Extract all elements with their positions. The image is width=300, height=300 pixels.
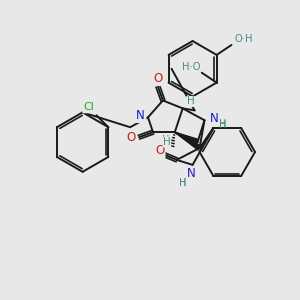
Text: H: H xyxy=(179,178,186,188)
Text: H: H xyxy=(219,120,226,130)
Text: N: N xyxy=(187,167,196,180)
Text: H: H xyxy=(163,137,171,147)
Text: H·O: H·O xyxy=(182,62,200,72)
Text: Cl: Cl xyxy=(83,102,94,112)
Text: N: N xyxy=(137,109,146,122)
Text: O: O xyxy=(153,72,163,85)
Polygon shape xyxy=(175,132,199,145)
Text: O: O xyxy=(155,145,164,158)
Text: O·H: O·H xyxy=(234,34,253,44)
Text: N: N xyxy=(136,109,145,122)
Text: N: N xyxy=(210,112,219,125)
Text: N: N xyxy=(210,112,219,125)
Text: H: H xyxy=(179,178,186,188)
Text: H: H xyxy=(187,97,194,106)
Text: H: H xyxy=(219,119,226,129)
Text: O: O xyxy=(127,130,136,144)
Text: H: H xyxy=(186,97,193,106)
Text: N: N xyxy=(187,167,196,180)
Text: H: H xyxy=(162,135,169,145)
Polygon shape xyxy=(175,132,201,150)
